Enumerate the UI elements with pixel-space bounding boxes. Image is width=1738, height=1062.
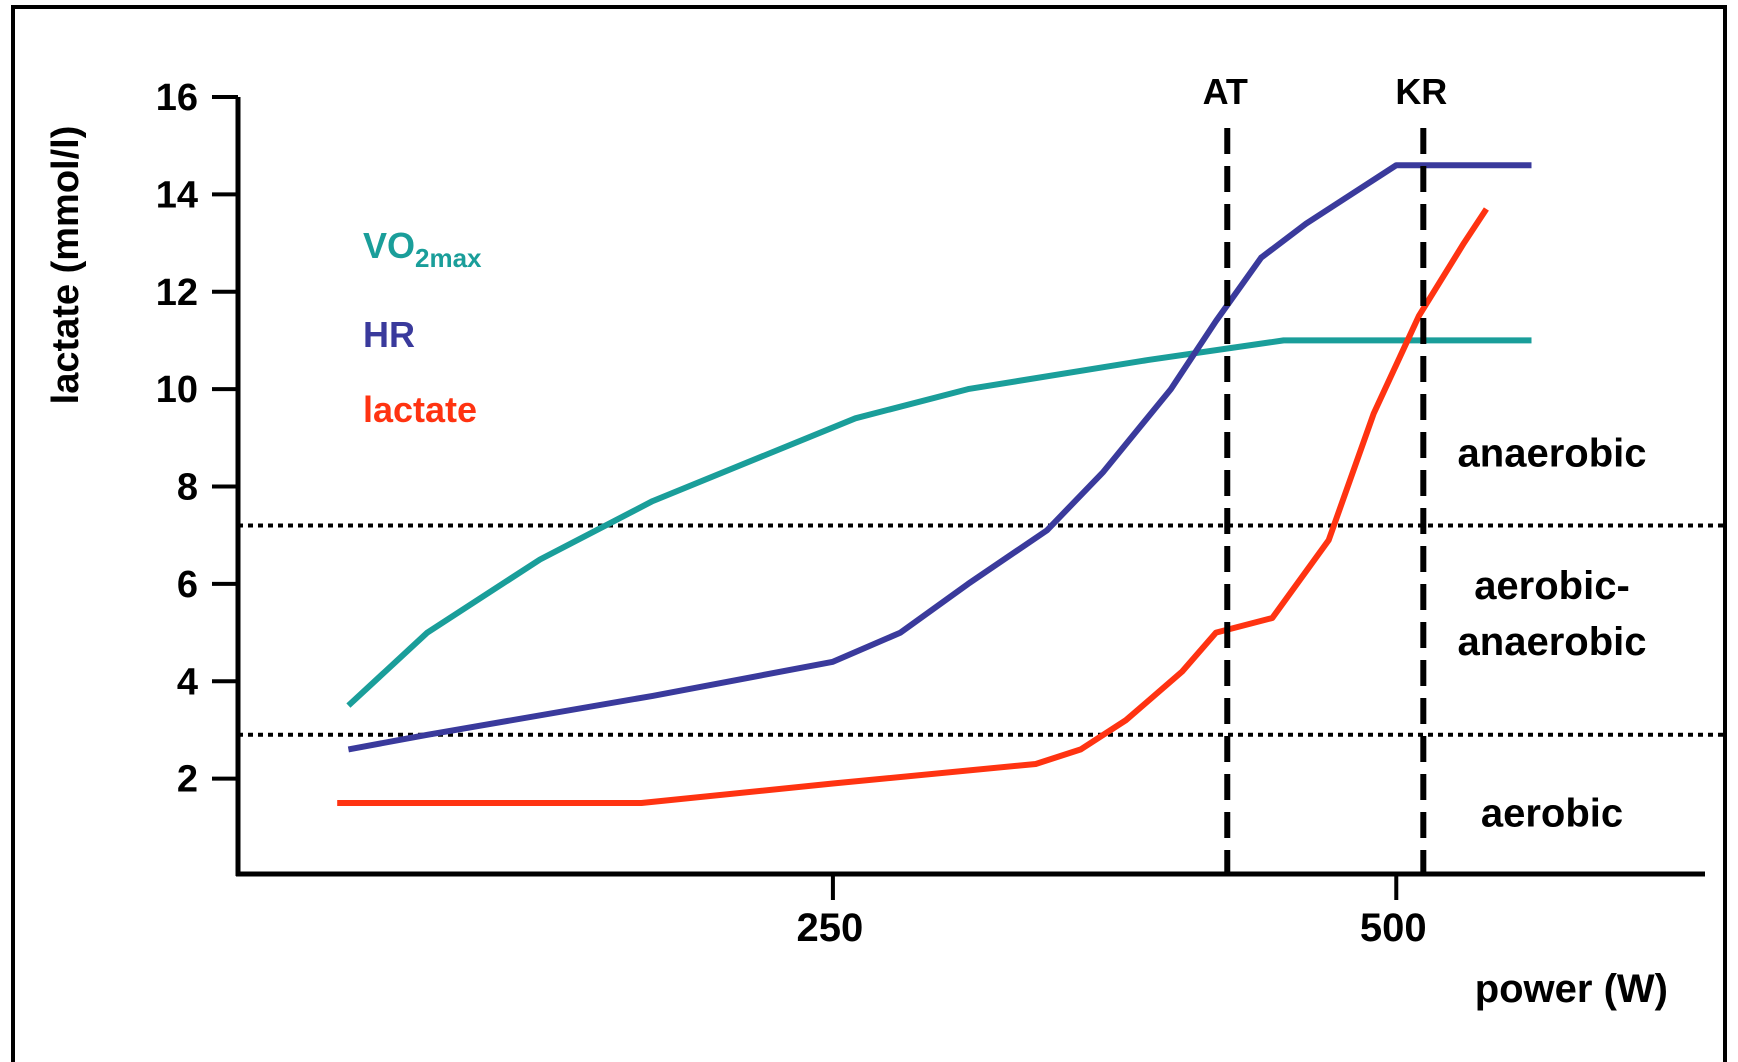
zone-label: aerobic bbox=[1481, 792, 1623, 836]
legend: VO2max HR lactate bbox=[363, 225, 482, 430]
y-tick-label: 6 bbox=[177, 564, 198, 606]
series-line-vo2max bbox=[346, 337, 1532, 708]
x-axis-label: power (W) bbox=[1475, 967, 1668, 1011]
y-tick-label: 4 bbox=[177, 661, 198, 703]
zone-label: anaerobic bbox=[1458, 620, 1647, 664]
y-tick-label: 16 bbox=[156, 77, 198, 119]
marker-label-at: AT bbox=[1203, 71, 1248, 112]
chart-frame bbox=[11, 5, 1727, 1062]
zone-labels: anaerobic aerobic-anaerobic aerobic bbox=[1458, 431, 1647, 835]
legend-label-vo2max: VO2max bbox=[363, 225, 482, 273]
threshold-lines bbox=[238, 523, 1725, 737]
y-tick-label: 10 bbox=[156, 369, 198, 411]
y-tick-label: 2 bbox=[177, 759, 198, 801]
y-tick-label: 12 bbox=[156, 272, 198, 314]
x-tick-label: 250 bbox=[797, 906, 864, 950]
y-tick-label: 14 bbox=[156, 174, 198, 216]
y-axis-label: lactate (mmol/l) bbox=[45, 126, 87, 405]
marker-lines: AT KR bbox=[1203, 71, 1447, 872]
x-ticks: 250 500 bbox=[797, 874, 1427, 950]
series-line-lactate bbox=[337, 207, 1489, 806]
x-tick-label: 500 bbox=[1360, 906, 1427, 950]
legend-label-hr: HR bbox=[363, 314, 415, 355]
marker-label-kr: KR bbox=[1395, 71, 1447, 112]
y-tick-label: 8 bbox=[177, 467, 198, 509]
zone-label: anaerobic bbox=[1458, 431, 1647, 475]
legend-label-lactate: lactate bbox=[363, 389, 477, 430]
series-lines bbox=[337, 162, 1532, 806]
y-ticks: 2 4 6 8 10 12 14 16 bbox=[156, 77, 238, 801]
series-line-hr bbox=[347, 162, 1532, 753]
zone-label: aerobic- bbox=[1474, 564, 1630, 608]
